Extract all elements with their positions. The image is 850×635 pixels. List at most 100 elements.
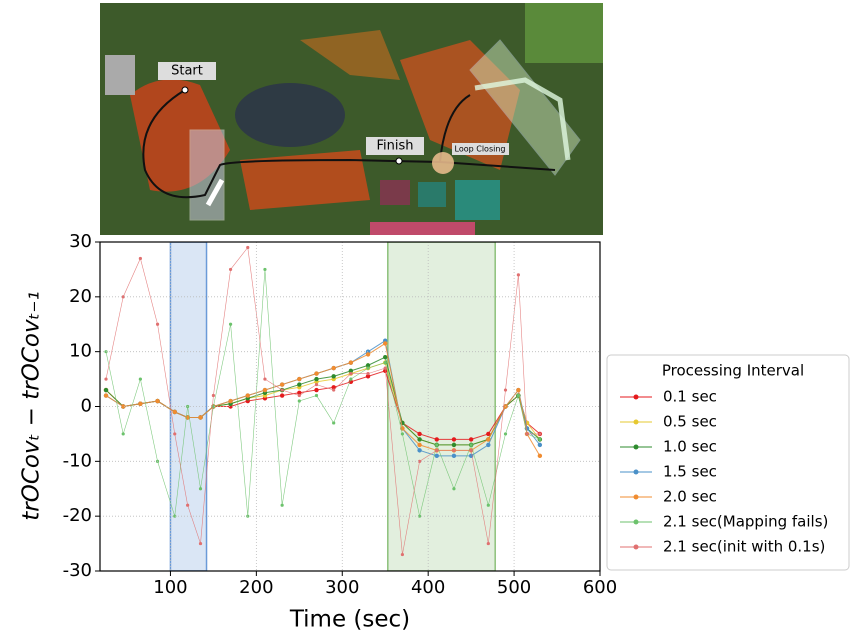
data-point: [516, 393, 520, 398]
data-point: [297, 399, 301, 403]
data-point: [503, 388, 508, 392]
data-point: [435, 448, 439, 452]
data-point: [537, 453, 543, 459]
data-point: [314, 387, 319, 393]
data-point: [435, 443, 439, 447]
region-box: [469, 39, 581, 176]
label-box: [366, 137, 424, 155]
legend-swatch: [633, 419, 639, 425]
data-point: [417, 442, 422, 448]
data-point: [155, 398, 160, 404]
start-point: [181, 86, 189, 94]
data-point: [486, 541, 490, 546]
x-tick-label: 300: [325, 577, 359, 598]
data-point: [400, 432, 405, 436]
data-point: [486, 442, 491, 448]
y-tick-label: 0: [81, 396, 92, 417]
data-point: [451, 453, 457, 459]
data-point: [138, 256, 142, 261]
data-point: [516, 387, 521, 393]
y-tick-label: -30: [63, 560, 92, 581]
data-point: [383, 341, 388, 346]
data-point: [211, 393, 216, 398]
legend-label: 2.1 sec(init with 0.1s): [663, 538, 825, 556]
data-point: [138, 377, 142, 381]
data-point: [314, 382, 319, 387]
data-point: [297, 393, 301, 398]
data-point: [348, 379, 354, 385]
field: [525, 3, 603, 63]
legend-swatch: [633, 394, 639, 400]
legend-label: 0.5 sec: [663, 413, 717, 431]
data-point: [417, 448, 422, 453]
plot-area: [103, 242, 543, 571]
data-point: [331, 385, 336, 390]
data-point: [365, 363, 371, 368]
data-point: [349, 377, 353, 381]
data-point: [417, 459, 422, 463]
region-box: [189, 129, 225, 221]
foliage: [300, 30, 400, 80]
legend-title: Processing Interval: [662, 362, 804, 380]
data-point: [366, 372, 370, 376]
legend-label: 1.0 sec: [663, 438, 717, 456]
data-point: [228, 322, 233, 326]
data-point: [383, 366, 387, 370]
data-point: [349, 372, 353, 376]
x-tick-label: 100: [153, 577, 187, 598]
data-point: [331, 374, 336, 379]
data-point: [120, 404, 126, 409]
map-label: Loop Closing: [455, 145, 506, 154]
data-point: [468, 437, 474, 442]
legend-swatch: [633, 544, 639, 550]
shaded-region: [387, 242, 496, 571]
axes-frame: [99, 241, 601, 572]
data-point: [173, 432, 177, 436]
court: [455, 180, 500, 220]
series-line: [105, 342, 541, 457]
legend-label: 2.1 sec(Mapping fails): [663, 513, 828, 531]
loop-marker: [432, 152, 454, 174]
legend-box: [606, 354, 850, 571]
data-point: [246, 245, 250, 250]
data-point: [486, 437, 491, 442]
data-point: [155, 322, 160, 326]
data-point: [103, 393, 109, 398]
data-point: [486, 431, 491, 437]
data-point: [186, 503, 190, 507]
court: [370, 222, 475, 235]
data-point: [348, 360, 354, 365]
data-point: [138, 401, 143, 406]
data-point: [434, 453, 439, 459]
data-point: [525, 432, 529, 436]
foliage: [240, 150, 370, 210]
data-point: [280, 388, 284, 392]
x-tick-label: 600: [583, 577, 617, 598]
data-point: [263, 377, 267, 381]
data-point: [503, 432, 508, 436]
data-point: [173, 514, 177, 518]
data-point: [417, 514, 422, 518]
data-point: [383, 354, 388, 360]
data-point: [537, 442, 543, 448]
data-point: [417, 437, 422, 442]
label-box: [452, 143, 509, 155]
data-point: [262, 387, 268, 393]
finish-point: [395, 157, 403, 165]
map-label: Finish: [376, 139, 413, 154]
legend-swatch: [633, 444, 639, 450]
data-point: [469, 448, 473, 452]
data-point: [332, 388, 336, 392]
legend-swatch: [633, 469, 639, 475]
data-point: [365, 352, 371, 357]
data-point: [516, 273, 520, 277]
data-point: [332, 421, 336, 425]
data-point: [121, 432, 125, 436]
data-point: [198, 415, 203, 420]
legend-label: 2.0 sec: [663, 488, 717, 506]
data-point: [452, 487, 456, 491]
data-point: [451, 442, 457, 448]
foliage: [400, 40, 520, 170]
data-point: [198, 541, 203, 546]
